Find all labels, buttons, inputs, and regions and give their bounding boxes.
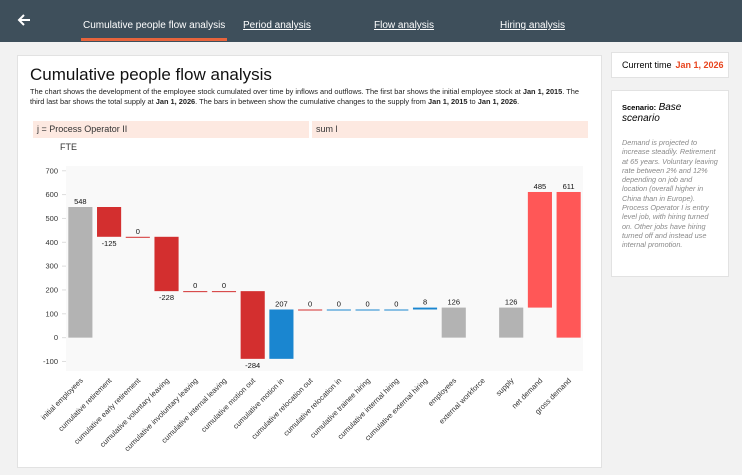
description: The chart shows the development of the e… xyxy=(30,87,595,107)
label: Current time xyxy=(622,60,672,70)
bar xyxy=(556,191,581,338)
current-time: Jan 1, 2026 xyxy=(675,60,724,70)
scenario-text: Demand is projected to increase steadily… xyxy=(622,138,718,250)
bar xyxy=(527,191,552,308)
y-tick-label: 400 xyxy=(45,238,58,247)
back-button[interactable] xyxy=(16,12,32,28)
description-text: . The bars in between show the cumulativ… xyxy=(195,97,428,106)
tab[interactable]: Period analysis xyxy=(243,20,311,31)
x-tick-label: cumulative retirement xyxy=(56,375,114,433)
page-title: Cumulative people flow analysis xyxy=(30,65,272,84)
description-text: Jan 1, 2015 xyxy=(522,87,563,96)
bar xyxy=(499,307,524,338)
current-time-box: Current time Jan 1, 2026 xyxy=(611,52,729,78)
active-tab-indicator xyxy=(81,38,227,41)
x-tick-label: cumulative motion in xyxy=(231,376,286,431)
scenario-name: Base scenario xyxy=(622,102,682,124)
value-label: 0 xyxy=(365,300,369,309)
value-label: 0 xyxy=(222,281,226,290)
value-label: 126 xyxy=(447,298,460,307)
value-label: 0 xyxy=(337,300,341,309)
bar xyxy=(154,236,179,292)
x-tick-label: supply xyxy=(494,376,516,398)
bar xyxy=(125,236,150,238)
tab[interactable]: Hiring analysis xyxy=(500,20,566,31)
value-label: 485 xyxy=(534,182,547,191)
bar xyxy=(412,307,438,310)
value-label: 0 xyxy=(193,281,197,290)
main-card: Cumulative people flow analysis The char… xyxy=(17,55,602,468)
description-text: . xyxy=(517,97,520,106)
bar xyxy=(355,309,380,311)
y-tick-label: -100 xyxy=(43,357,58,366)
y-tick-label: 300 xyxy=(45,262,58,271)
bar xyxy=(384,309,409,311)
x-tick-label: cumulative motion out xyxy=(199,375,258,434)
bar xyxy=(97,207,122,237)
tab[interactable]: Flow analysis xyxy=(374,20,435,31)
scenario-box: Scenario: Base scenario Demand is projec… xyxy=(611,90,729,277)
y-tick-label: 200 xyxy=(45,285,58,294)
plot-area xyxy=(66,166,583,371)
value-label: 0 xyxy=(394,300,398,309)
scenario-header: Scenario: Base scenario xyxy=(622,102,718,124)
value-label: 548 xyxy=(74,197,87,206)
value-label: -228 xyxy=(159,293,174,302)
description-text: Jan 1, 2026 xyxy=(477,97,518,106)
bar xyxy=(240,291,265,359)
y-axis-label: FTE xyxy=(60,142,77,152)
tab[interactable]: Cumulative people flow analysis xyxy=(83,20,226,31)
y-tick-label: 100 xyxy=(45,309,58,318)
y-tick-label: 600 xyxy=(45,190,58,199)
filter[interactable]: sum l xyxy=(312,121,588,138)
filter[interactable]: j = Process Operator II xyxy=(33,121,309,138)
value-label: -125 xyxy=(102,239,117,248)
bar xyxy=(183,291,208,293)
bar xyxy=(441,307,466,338)
value-label: 611 xyxy=(563,182,575,191)
value-label: -284 xyxy=(245,361,260,370)
description-text: Jan 1, 2015 xyxy=(427,97,468,106)
y-tick-label: 0 xyxy=(54,333,58,342)
bar xyxy=(68,207,93,338)
bar xyxy=(298,309,323,311)
description-text: The chart shows the development of the e… xyxy=(30,87,523,96)
bar xyxy=(269,309,294,359)
value-label: 0 xyxy=(136,227,140,236)
bar xyxy=(326,309,351,311)
description-text: Jan 1, 2026 xyxy=(155,97,196,106)
value-label: 207 xyxy=(275,300,288,309)
value-label: 126 xyxy=(505,298,518,307)
bar xyxy=(211,291,237,293)
nav-bar: Cumulative people flow analysis Period a… xyxy=(0,0,742,42)
description-text: to xyxy=(467,97,478,106)
y-tick-label: 700 xyxy=(45,166,58,175)
description-text: . The third last bar shows the total sup… xyxy=(30,87,579,106)
value-label: 0 xyxy=(308,300,312,309)
y-tick-label: 500 xyxy=(45,214,58,223)
value-label: 8 xyxy=(423,298,427,307)
label: Scenario: xyxy=(622,103,657,112)
